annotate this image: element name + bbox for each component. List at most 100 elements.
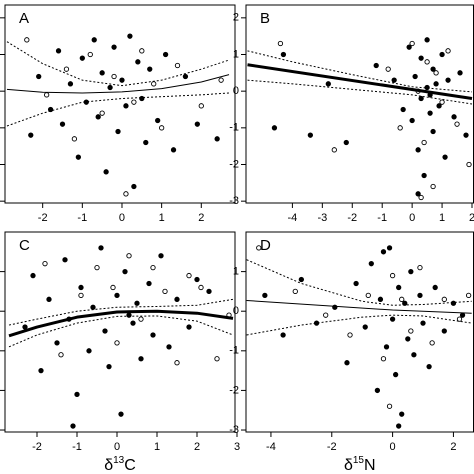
- x-tick-label: 0: [119, 212, 125, 224]
- data-point: [441, 328, 447, 334]
- data-point: [131, 183, 137, 190]
- data-point: [432, 284, 438, 291]
- data-point: [186, 324, 192, 330]
- data-point: [343, 139, 349, 146]
- data-point: [22, 324, 28, 330]
- data-point: [411, 352, 417, 358]
- data-point: [415, 191, 421, 197]
- x-axis-label-part: N: [364, 457, 376, 474]
- x-axis-label-part: 15: [353, 455, 365, 466]
- y-tick-label: -2: [229, 384, 239, 396]
- data-point: [409, 40, 415, 47]
- data-point: [368, 261, 374, 267]
- data-point: [385, 66, 391, 72]
- plot-frame: [4, 231, 236, 433]
- x-tick-label: -4: [288, 212, 298, 224]
- x-axis-label: δ15N: [344, 455, 376, 474]
- data-point: [170, 147, 177, 153]
- data-point: [59, 121, 66, 127]
- confidence-line: [247, 79, 473, 105]
- data-point: [114, 292, 120, 299]
- data-point: [430, 128, 436, 135]
- data-point: [406, 44, 412, 50]
- data-point: [397, 125, 403, 131]
- data-point: [441, 296, 447, 302]
- data-point: [162, 288, 168, 295]
- x-tick-label: 2: [198, 212, 204, 224]
- panel: A -2 -1 0 1 2 -3 -2 -1 0 1 2: [0, 4, 236, 224]
- data-point: [445, 77, 451, 83]
- confidence-line: [246, 314, 472, 336]
- data-point: [122, 268, 128, 275]
- panel-title: C: [19, 237, 30, 254]
- data-point: [214, 136, 220, 142]
- data-point: [67, 81, 74, 87]
- data-point: [392, 371, 399, 378]
- data-point: [55, 48, 62, 54]
- data-point: [91, 37, 97, 43]
- data-point: [426, 364, 432, 370]
- data-point: [43, 92, 50, 98]
- data-point: [418, 95, 424, 102]
- data-point: [298, 276, 305, 283]
- data-point: [331, 147, 337, 153]
- data-point: [198, 284, 204, 291]
- data-point: [463, 132, 469, 138]
- data-point: [155, 117, 161, 124]
- data-point: [186, 272, 192, 279]
- data-point: [46, 296, 52, 302]
- data-point: [457, 70, 463, 76]
- data-point: [54, 340, 60, 346]
- data-point: [111, 44, 117, 50]
- data-point: [166, 344, 172, 350]
- data-point: [256, 245, 262, 251]
- data-point: [194, 121, 200, 127]
- data-point: [206, 288, 212, 295]
- confidence-line: [8, 315, 234, 348]
- x-tick-label: 2: [450, 441, 456, 453]
- data-point: [103, 169, 109, 175]
- data-point: [399, 411, 405, 417]
- data-point: [433, 70, 439, 76]
- data-point: [139, 95, 145, 102]
- data-point: [218, 77, 224, 83]
- data-point: [389, 272, 396, 279]
- data-point: [90, 304, 96, 310]
- data-point: [383, 344, 390, 350]
- y-tick-label: 2: [233, 12, 239, 24]
- data-point: [292, 288, 298, 295]
- y-tick-label: 1: [233, 48, 239, 60]
- data-point: [439, 99, 445, 105]
- data-point: [436, 103, 442, 109]
- data-point: [456, 316, 463, 322]
- y-tick-label: 1: [233, 266, 239, 278]
- data-point: [194, 276, 200, 283]
- data-point: [107, 84, 113, 91]
- data-point: [114, 340, 120, 346]
- data-point: [408, 328, 414, 334]
- data-point: [174, 296, 180, 302]
- fit-line: [247, 63, 473, 100]
- data-point: [408, 268, 414, 275]
- x-axis-label-part: δ: [344, 457, 353, 474]
- data-point: [62, 257, 68, 263]
- panel: B -4 -3 -2 -1 0 1 2 -3 -2 -1 0 1 2: [229, 4, 474, 224]
- x-axis-label-part: C: [124, 457, 136, 474]
- y-tick-label: -3: [229, 195, 239, 207]
- data-point: [135, 59, 141, 65]
- data-point: [271, 125, 278, 131]
- data-point: [409, 117, 415, 124]
- data-point: [424, 37, 430, 43]
- y-tick-label: -2: [229, 158, 239, 170]
- data-point: [79, 55, 85, 61]
- data-point: [102, 328, 108, 334]
- data-point: [147, 66, 153, 72]
- data-point: [421, 172, 427, 179]
- data-point: [74, 391, 80, 398]
- data-point: [118, 411, 124, 417]
- data-point: [307, 132, 314, 138]
- x-tick-label: -1: [377, 212, 387, 224]
- x-tick-label: 2: [194, 441, 200, 453]
- data-point: [380, 249, 387, 255]
